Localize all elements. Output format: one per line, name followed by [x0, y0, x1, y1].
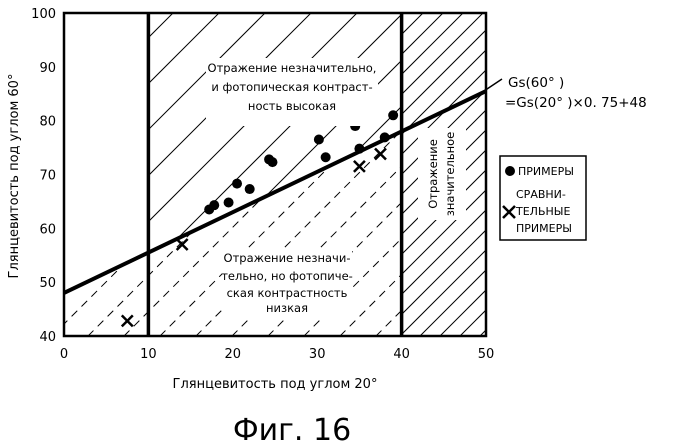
y-tick-label: 40	[39, 330, 56, 345]
legend-comparative-label-1: СРАВНИ-	[516, 188, 566, 201]
x-tick-label: 50	[478, 347, 495, 362]
example-point	[354, 144, 364, 154]
x-axis-label: Глянцевитость под углом 20°	[173, 377, 378, 392]
example-point	[321, 152, 331, 162]
example-point	[314, 135, 324, 145]
x-tick-label: 0	[60, 347, 68, 362]
upper-region-text-1: Отражение незначительно,	[208, 61, 377, 75]
y-axis-ticks: 40 50 60 70 80 90 100	[31, 7, 56, 345]
lower-region-text-3: ская контрастность	[227, 286, 348, 300]
lower-region-text-2: тельно, но фотопиче-	[221, 269, 353, 283]
example-point	[380, 132, 390, 142]
legend-comparative-label-3: ПРИМЕРЫ	[516, 222, 572, 235]
example-point	[388, 110, 398, 120]
x-tick-label: 40	[393, 347, 410, 362]
x-tick-label: 10	[140, 347, 157, 362]
legend-circle-marker	[505, 166, 515, 176]
comparative-point	[177, 239, 188, 250]
y-tick-label: 70	[39, 169, 56, 184]
example-point	[209, 200, 219, 210]
comparative-point	[375, 149, 386, 160]
y-tick-label: 50	[39, 276, 56, 291]
y-tick-label: 100	[31, 7, 56, 22]
legend-comparative-label-2: ТЕЛЬНЫЕ	[515, 205, 570, 218]
example-point	[232, 179, 242, 189]
y-tick-label: 80	[39, 115, 56, 130]
y-tick-label: 90	[39, 61, 56, 76]
comparative-point	[354, 161, 365, 172]
upper-region-text-2: и фотопическая контраст-	[211, 80, 372, 94]
figure-caption: Фиг. 16	[233, 413, 351, 447]
x-tick-label: 30	[309, 347, 326, 362]
example-point	[224, 197, 234, 207]
line-equation-1: Gs(60° )	[508, 75, 564, 91]
lower-region-text-1: Отражение незначи-	[224, 251, 351, 265]
comparative-point	[122, 315, 133, 326]
example-point	[245, 184, 255, 194]
lower-region-text-4: низкая	[266, 301, 308, 315]
example-point	[267, 157, 277, 167]
y-axis-label: Глянцевитость под углом 60°	[7, 74, 22, 279]
upper-region-text-3: ность высокая	[248, 99, 336, 113]
right-region-text-1: Отражение	[426, 139, 440, 209]
x-tick-label: 20	[225, 347, 242, 362]
right-region-text-2: значительное	[443, 132, 457, 216]
x-axis-ticks: 0 10 20 30 40 50	[60, 347, 494, 362]
legend: ПРИМЕРЫ СРАВНИ- ТЕЛЬНЫЕ ПРИМЕРЫ	[500, 156, 586, 240]
line-equation-2: =Gs(20° )×0. 75+48	[505, 95, 647, 111]
y-tick-label: 60	[39, 222, 56, 237]
legend-examples-label: ПРИМЕРЫ	[518, 165, 574, 178]
